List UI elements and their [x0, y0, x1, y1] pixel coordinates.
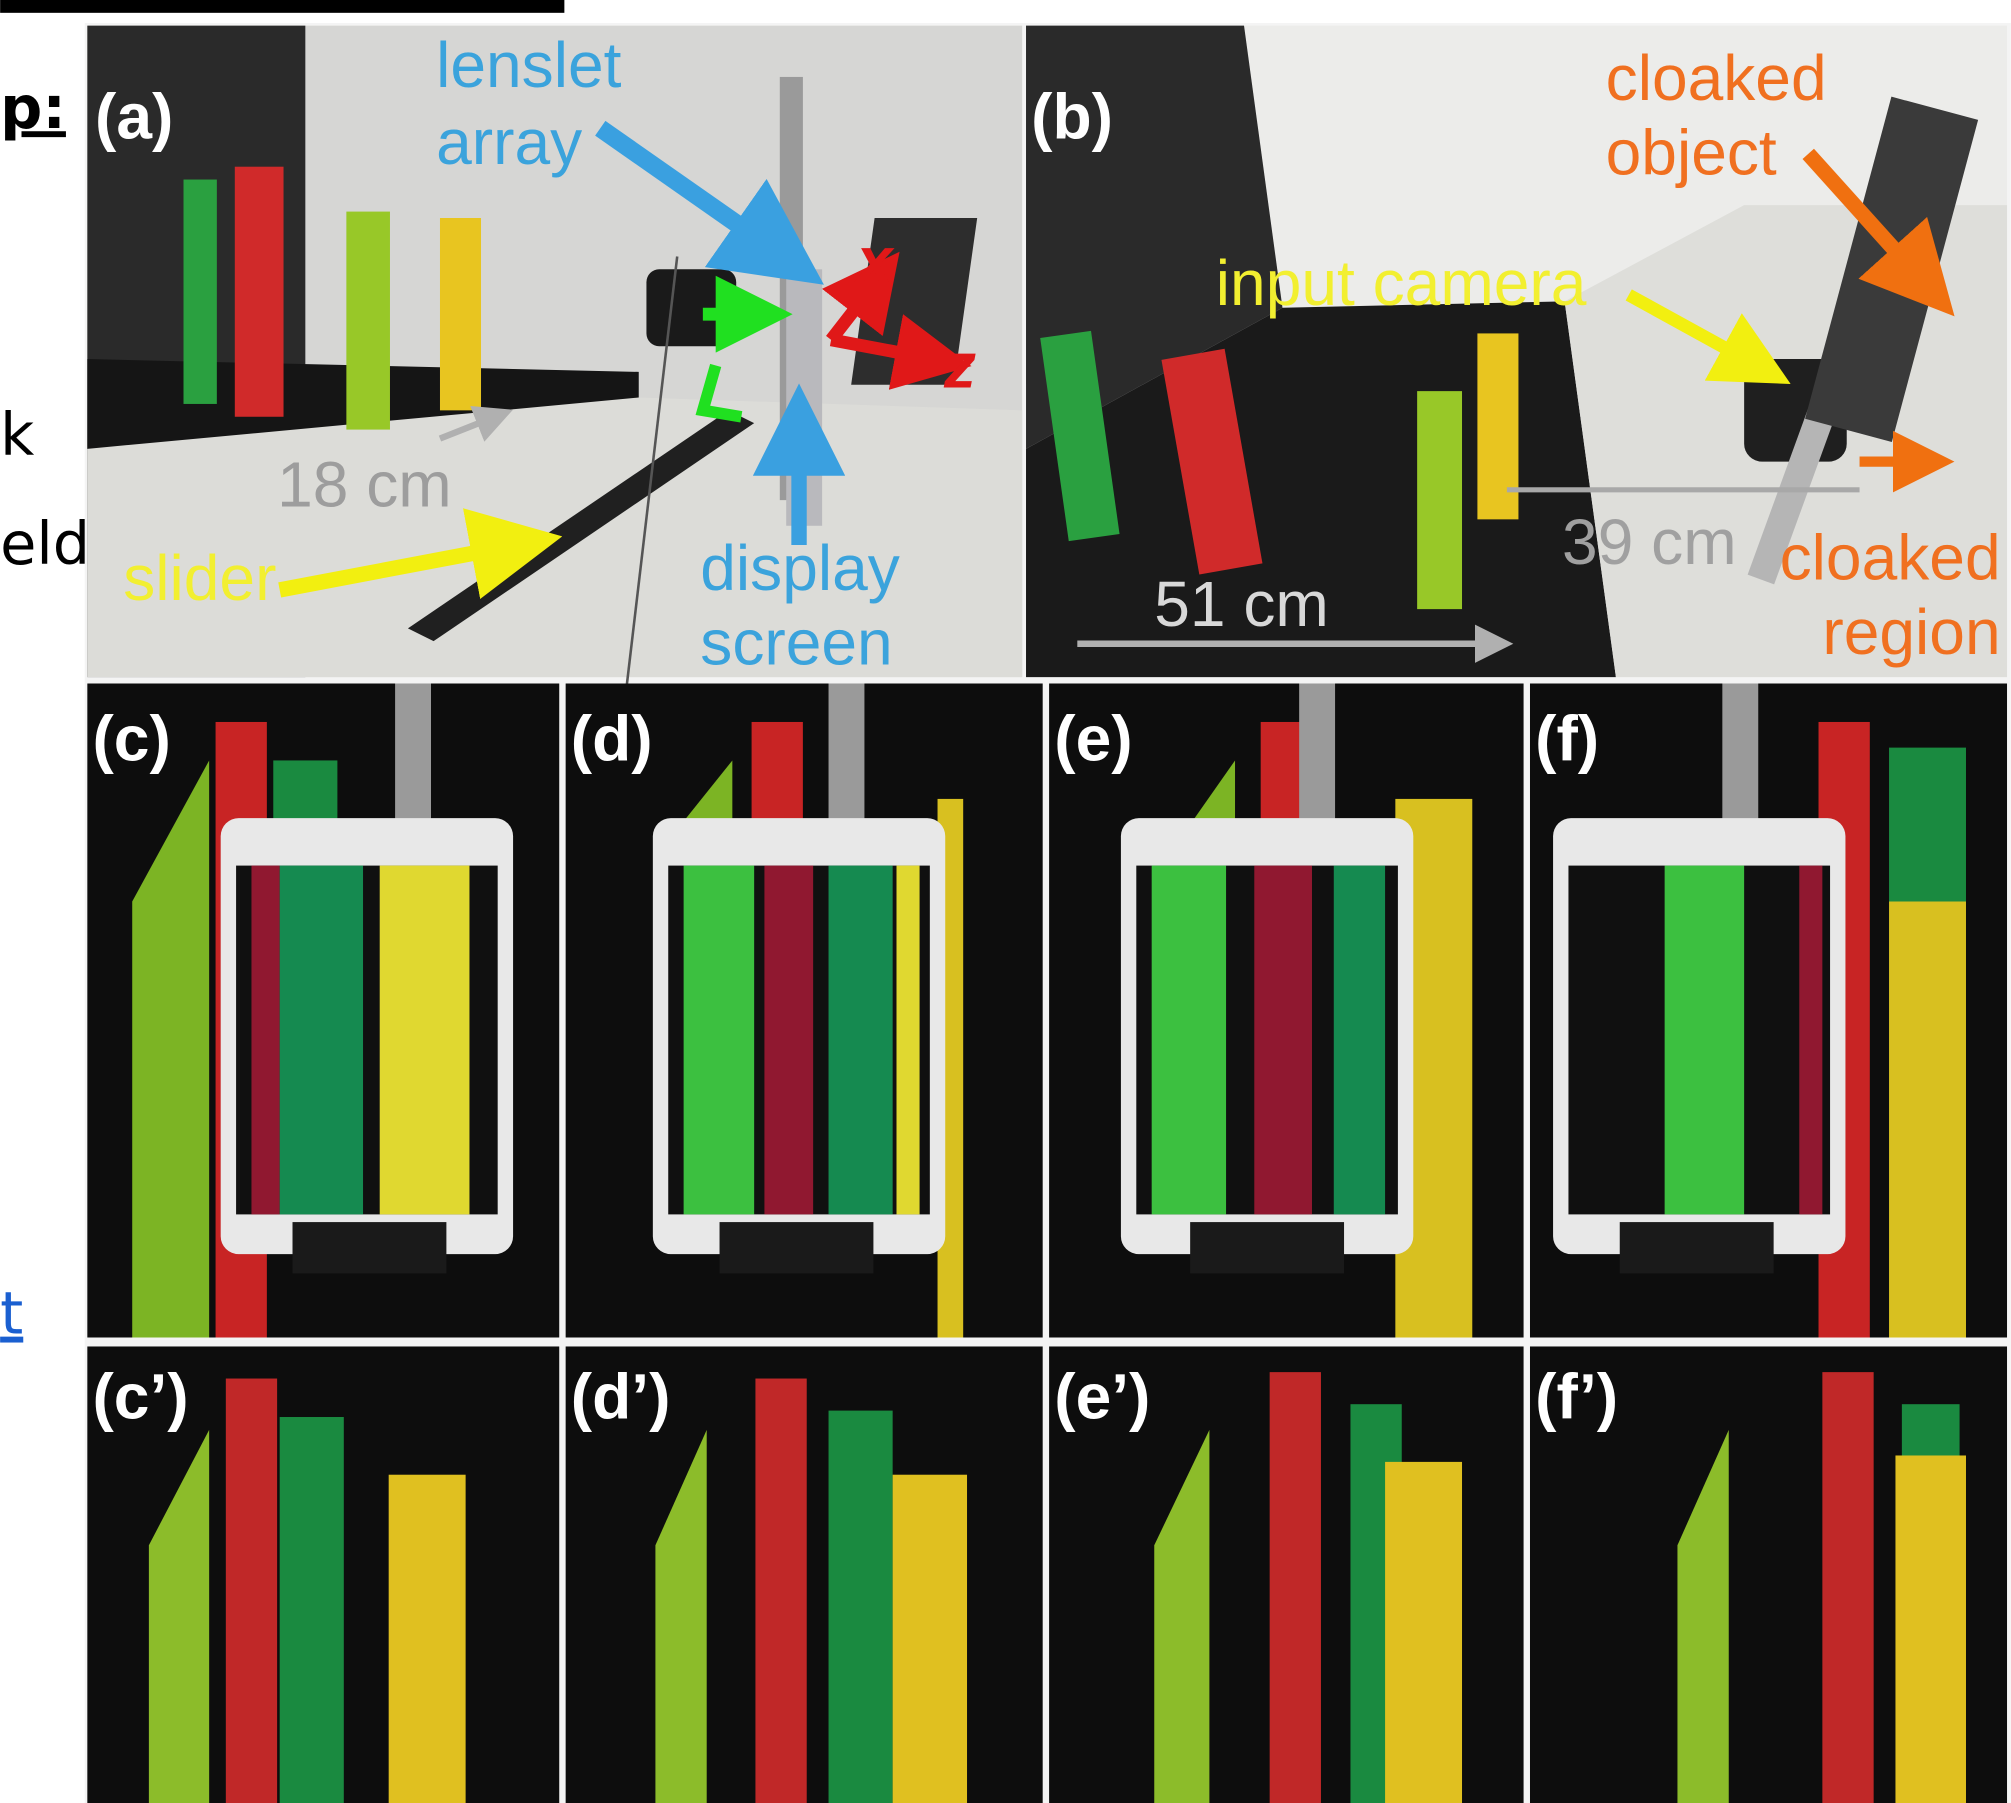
- annotation: x: [854, 224, 895, 296]
- panel-label: (c): [92, 702, 170, 774]
- annotation: cloaked: [1780, 522, 2001, 594]
- side-text: k: [0, 400, 34, 469]
- panel-c: (c): [87, 683, 559, 1337]
- panel-label: (f): [1535, 702, 1599, 774]
- panel-e: (e): [1049, 683, 1523, 1337]
- panel-label: (e’): [1054, 1360, 1150, 1432]
- annotation: array: [436, 106, 582, 178]
- annotation: 18 cm: [277, 449, 452, 521]
- panel-f: (f): [1530, 683, 2007, 1337]
- panel-label: (d’): [571, 1360, 671, 1432]
- annotation: 51 cm: [1154, 568, 1329, 640]
- panel-label: (a): [95, 80, 173, 152]
- panel-d: (d): [566, 683, 1043, 1337]
- side-link[interactable]: t: [0, 1279, 23, 1348]
- panel-d-prime: (d’): [566, 1346, 1043, 1803]
- annotation: object: [1606, 116, 1777, 188]
- panel-label: (e): [1054, 702, 1132, 774]
- screenshot: p: k eld t (a) lenslet array x z 18 cm s…: [0, 0, 2011, 1803]
- top-rule: [0, 0, 564, 13]
- panel-a: (a) lenslet array x z 18 cm slider displ…: [87, 26, 1022, 693]
- annotation: region: [1822, 596, 2000, 668]
- panel-label: (c’): [92, 1360, 188, 1432]
- panel-e-prime: (e’): [1049, 1346, 1523, 1803]
- panel-label: (f’): [1535, 1360, 1618, 1432]
- annotation: z: [943, 329, 976, 401]
- annotation: 39 cm: [1562, 506, 1737, 578]
- annotation: slider: [123, 542, 276, 614]
- annotation: display: [700, 532, 900, 604]
- side-text: p:: [0, 73, 66, 142]
- panel-label: (b): [1031, 80, 1113, 152]
- panel-b: (b) cloaked object input camera 39 cm 51…: [1026, 26, 2007, 677]
- panel-f-prime: (f’): [1530, 1346, 2007, 1803]
- panel-label: (d): [571, 702, 653, 774]
- annotation: screen: [700, 606, 892, 678]
- annotation: cloaked: [1606, 42, 1827, 114]
- page: {"side_text": ["p:", "k", "eld", "t"], "…: [0, 0, 2011, 1803]
- side-text: eld: [0, 509, 90, 578]
- panel-c-prime: (c’): [87, 1346, 559, 1803]
- annotation: lenslet: [436, 29, 622, 101]
- annotation: input camera: [1216, 247, 1587, 319]
